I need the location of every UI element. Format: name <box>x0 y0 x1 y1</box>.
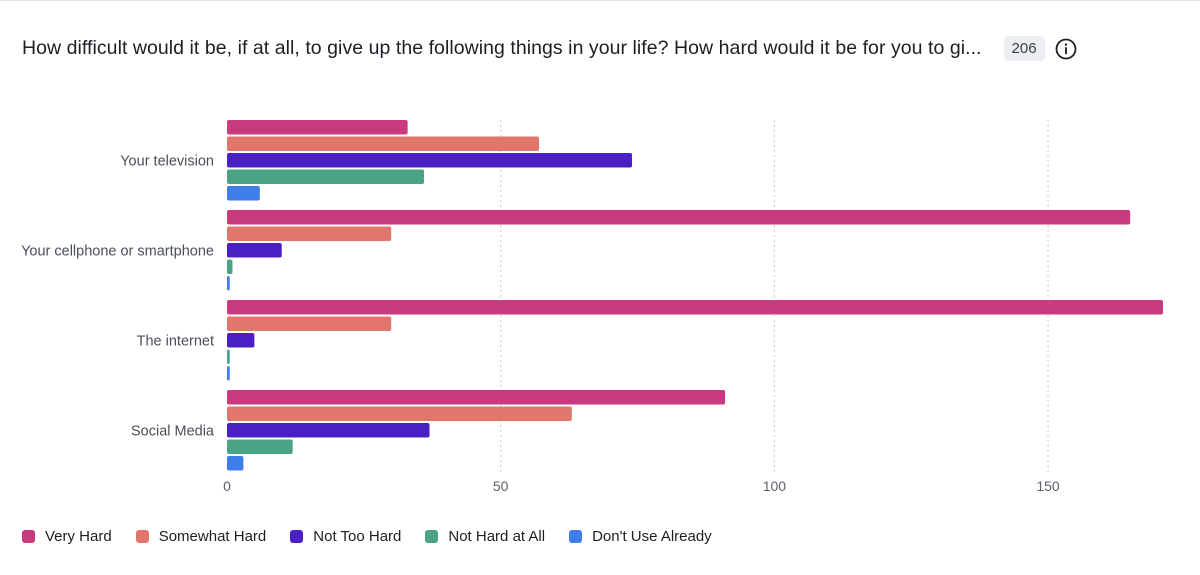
bar[interactable] <box>227 153 633 168</box>
chart-legend: Very Hard Somewhat Hard Not Too Hard Not Ha… <box>22 528 736 545</box>
category-label: Social Media <box>131 423 215 439</box>
legend-item[interactable]: Don't Use Already <box>569 528 712 545</box>
bar[interactable] <box>227 226 392 242</box>
response-count-badge: 206 <box>1003 36 1045 61</box>
x-tick-label: 100 <box>763 478 787 494</box>
x-tick-label: 50 <box>493 478 509 494</box>
legend-item[interactable]: Not Hard at All <box>425 528 545 545</box>
legend-swatch <box>425 530 439 543</box>
x-tick-label: 0 <box>223 478 231 494</box>
bar[interactable] <box>227 120 408 135</box>
chart-title: How difficult would it be, if at all, to… <box>22 37 982 59</box>
bar[interactable] <box>227 349 230 365</box>
legend-swatch <box>22 530 35 543</box>
bar[interactable] <box>227 390 726 405</box>
bar[interactable] <box>227 423 430 438</box>
chart-header: How difficult would it be, if at all, to… <box>22 36 1077 61</box>
legend-swatch <box>135 530 149 543</box>
bar[interactable] <box>227 136 539 152</box>
bar-chart: 0 50 100 150 Your television Your cellphone o… <box>21 120 1163 494</box>
bar[interactable] <box>227 300 1163 315</box>
bar[interactable] <box>227 210 1131 225</box>
bar[interactable] <box>227 243 282 258</box>
bar[interactable] <box>227 186 260 201</box>
category-label: Your television <box>120 153 214 169</box>
x-tick-label: 150 <box>1036 478 1060 494</box>
bar[interactable] <box>227 259 233 275</box>
bar[interactable] <box>227 316 392 332</box>
legend-item[interactable]: Somewhat Hard <box>135 528 267 545</box>
bar[interactable] <box>227 439 293 455</box>
legend-item[interactable]: Not Too Hard <box>290 528 401 545</box>
legend-label: Not Hard at All <box>448 528 546 545</box>
bar[interactable] <box>227 406 572 422</box>
top-divider <box>0 0 1200 1</box>
legend-swatch <box>290 530 304 543</box>
category-label: Your cellphone or smartphone <box>21 243 214 259</box>
legend-label: Don't Use Already <box>592 528 712 545</box>
legend-label: Somewhat Hard <box>158 528 267 545</box>
legend-label: Not Too Hard <box>313 528 402 545</box>
bar[interactable] <box>227 169 425 185</box>
bar[interactable] <box>227 333 255 348</box>
info-icon[interactable] <box>1055 38 1077 60</box>
legend-label: Very Hard <box>45 528 112 545</box>
category-label: The internet <box>137 333 214 349</box>
bar[interactable] <box>227 456 244 471</box>
bar[interactable] <box>227 276 230 291</box>
bar[interactable] <box>227 366 230 381</box>
legend-swatch <box>569 530 583 543</box>
legend-item[interactable]: Very Hard <box>22 528 112 545</box>
